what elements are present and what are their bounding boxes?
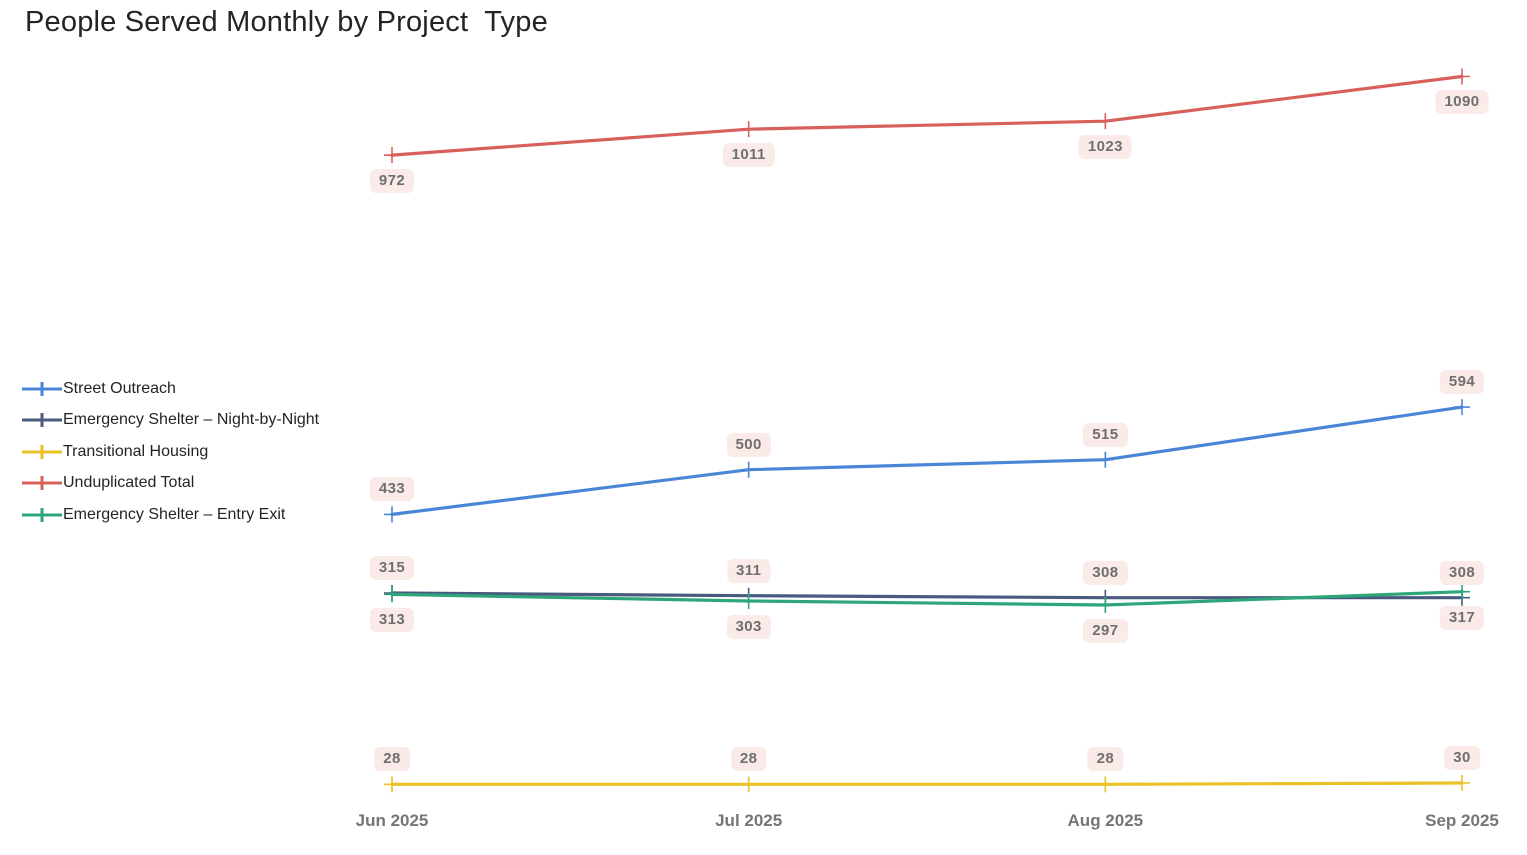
data-label-street-outreach: 500 [726,432,771,457]
data-label-transitional-housing: 28 [1087,747,1124,772]
data-label-emergency-shelter-entry-exit: 303 [726,615,771,640]
data-point-marker-street-outreach[interactable] [1097,451,1114,468]
x-axis-label-jul-2025: Jul 2025 [715,811,783,830]
legend-item-street-outreach[interactable]: Street Outreach [22,373,319,405]
data-label-street-outreach: 515 [1083,422,1128,447]
data-label-emergency-shelter-entry-exit: 297 [1083,619,1128,644]
legend-item-emergency-shelter-entry-exit[interactable]: Emergency Shelter – Entry Exit [22,499,319,531]
data-label-emergency-shelter-night-by-night: 308 [1083,560,1128,585]
legend-label: Emergency Shelter – Night-by-Night [63,411,320,429]
data-point-marker-unduplicated-total[interactable] [1097,113,1114,130]
legend-label: Unduplicated Total [63,474,195,492]
legend-label: Transitional Housing [63,442,209,460]
legend-item-transitional-housing[interactable]: Transitional Housing [22,436,319,468]
data-label-emergency-shelter-night-by-night: 311 [726,558,771,583]
data-point-marker-street-outreach[interactable] [384,506,400,523]
data-label-transitional-housing: 28 [374,747,410,772]
data-point-marker-street-outreach[interactable] [740,461,757,478]
legend: Street Outreach Emergency Shelter – Night… [22,373,319,531]
data-point-marker-street-outreach[interactable] [1454,399,1470,416]
data-point-marker-emergency-shelter-entry-exit[interactable] [1097,597,1114,614]
legend-line-marker-icon [22,413,62,428]
data-label-unduplicated-total: 1011 [722,143,775,168]
data-label-emergency-shelter-night-by-night: 315 [369,556,415,581]
legend-item-unduplicated-total[interactable]: Unduplicated Total [22,468,319,500]
series-line-unduplicated-total[interactable] [390,74,1464,157]
data-label-emergency-shelter-entry-exit: 317 [1439,605,1485,630]
legend-item-emergency-shelter-night-by-night[interactable]: Emergency Shelter – Night-by-Night [22,405,319,437]
legend-label: Emergency Shelter – Entry Exit [63,505,286,523]
data-point-marker-emergency-shelter-entry-exit[interactable] [384,586,400,603]
data-label-transitional-housing: 28 [730,747,767,772]
series-line-transitional-housing[interactable] [390,781,1464,786]
legend-line-marker-icon [22,444,62,459]
series-line-emergency-shelter-entry-exit[interactable] [390,590,1464,607]
data-label-unduplicated-total: 1090 [1435,90,1489,115]
data-point-marker-unduplicated-total[interactable] [740,121,757,138]
data-point-marker-emergency-shelter-entry-exit[interactable] [740,593,757,610]
legend-line-marker-icon [22,476,62,491]
chart-title: People Served Monthly by Project Type [25,6,548,38]
data-label-street-outreach: 433 [369,477,415,502]
series-line-street-outreach[interactable] [390,405,1464,517]
x-axis-label-jun-2025: Jun 2025 [355,811,429,830]
data-label-street-outreach: 594 [1439,370,1485,395]
data-label-emergency-shelter-night-by-night: 308 [1439,560,1485,585]
data-label-unduplicated-total: 1023 [1078,135,1132,160]
data-label-emergency-shelter-entry-exit: 313 [369,608,415,633]
x-axis-label-aug-2025: Aug 2025 [1067,811,1144,830]
legend-line-marker-icon [22,381,62,396]
data-point-marker-transitional-housing[interactable] [1454,775,1470,792]
x-axis-label-sep-2025: Sep 2025 [1425,811,1499,830]
data-label-transitional-housing: 30 [1444,746,1480,770]
data-point-marker-transitional-housing[interactable] [384,776,400,793]
data-point-marker-transitional-housing[interactable] [1097,776,1114,793]
legend-label: Street Outreach [63,379,176,397]
legend-line-marker-icon [22,507,62,522]
data-point-marker-unduplicated-total[interactable] [384,147,400,164]
data-label-unduplicated-total: 972 [369,169,415,194]
data-point-marker-unduplicated-total[interactable] [1454,68,1470,85]
data-point-marker-transitional-housing[interactable] [740,776,757,793]
data-point-marker-emergency-shelter-entry-exit[interactable] [1454,583,1470,600]
